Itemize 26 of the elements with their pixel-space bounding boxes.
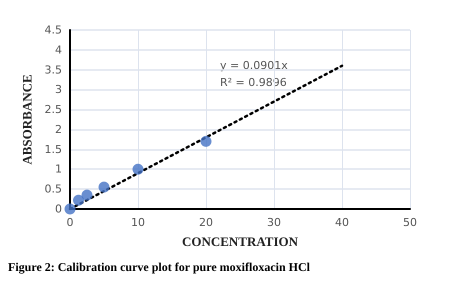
x-tick-label: 50 xyxy=(403,216,417,229)
x-tick-label: 40 xyxy=(335,216,349,229)
point xyxy=(73,194,84,206)
x-tick-label: 20 xyxy=(199,216,213,229)
x-axis-title: CONCENTRATION xyxy=(182,234,299,249)
x-tick-label: 30 xyxy=(267,216,281,229)
x-tick-label: 0 xyxy=(66,216,74,229)
y-tick-label: 1 xyxy=(55,162,62,176)
y-tick-label: 0.5 xyxy=(44,182,62,196)
point xyxy=(98,182,110,193)
y-tick-label: 1.5 xyxy=(44,142,62,156)
y-tick-label: 2.5 xyxy=(44,103,62,116)
annotation: R² = 0.9896 xyxy=(220,76,287,89)
x-tick-label: 10 xyxy=(131,216,145,229)
y-tick-label: 4.5 xyxy=(44,24,62,36)
point xyxy=(64,204,76,214)
y-tick-label: 4 xyxy=(55,43,62,56)
y-tick-label: 3 xyxy=(55,83,62,96)
y-tick-label: 3.5 xyxy=(44,63,62,76)
point xyxy=(200,136,212,147)
point xyxy=(132,164,144,175)
y-tick-label: 0 xyxy=(55,202,62,216)
y-axis-title: ABSORBANCE xyxy=(20,74,35,165)
point xyxy=(82,190,92,201)
y-tick-label: 2 xyxy=(55,122,62,136)
caption: Figure 2: Calibration curve plot for pure moxifloxacin HCl xyxy=(8,260,311,274)
